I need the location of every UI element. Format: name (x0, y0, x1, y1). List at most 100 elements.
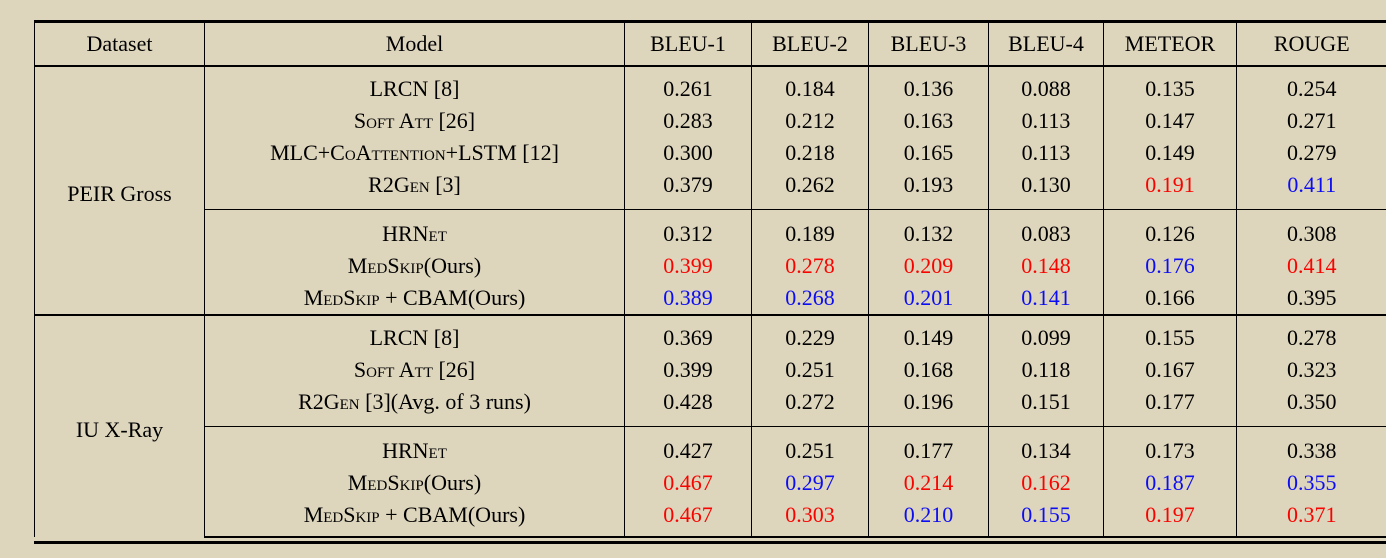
metric-value-cell: 0.155 (1103, 314, 1237, 354)
metric-value-cell: 0.218 (751, 137, 869, 169)
model-name-suffix: (Avg. of 3 runs) (390, 389, 531, 415)
table-row: MedSkip + CBAM(Ours) 0.467 0.303 0.210 0.155… (35, 499, 1386, 538)
table-row: IU X-Ray LRCN [8] 0.369 0.229 0.149 0.099 0.15… (34, 314, 1386, 537)
metric-value-cell: 0.126 (1103, 209, 1237, 250)
metric-value-cell: 0.308 (1236, 209, 1386, 250)
model-cell: HRNet (204, 209, 625, 250)
metric-value-cell: 0.303 (751, 499, 869, 538)
model-name: R2Gen [3] (298, 389, 391, 415)
metric-value-cell: 0.272 (751, 386, 869, 427)
model-cell: MedSkip + CBAM(Ours) (204, 282, 625, 315)
metric-value-cell: 0.176 (1103, 250, 1237, 282)
metric-value-cell: 0.201 (868, 282, 989, 315)
metric-value-cell: 0.414 (1236, 250, 1386, 282)
metric-value-cell: 0.214 (868, 467, 989, 499)
metric-value-cell: 0.399 (624, 250, 752, 282)
metric-value-cell: 0.411 (1236, 169, 1386, 210)
metric-value-cell: 0.189 (751, 209, 869, 250)
table-row: R2Gen [3](Avg. of 3 runs) 0.428 0.272 0.196… (35, 386, 1386, 427)
metric-value-cell: 0.467 (624, 499, 752, 538)
metric-value-cell: 0.135 (1103, 66, 1237, 105)
metric-value-cell: 0.278 (1236, 314, 1386, 354)
metric-value-cell: 0.197 (1103, 499, 1237, 538)
model-name-suffix: (Ours) (467, 285, 526, 311)
model-cell: Soft Att [26] (204, 105, 625, 137)
metric-value-cell: 0.212 (751, 105, 869, 137)
table-row: HRNet 0.312 0.189 0.132 0.083 0.126 0.308 (35, 209, 1386, 250)
col-header-meteor: METEOR (1103, 21, 1237, 67)
model-cell: MLC+CoAttention+LSTM [12] (204, 137, 625, 169)
model-name-suffix: (Ours) (423, 253, 482, 279)
metric-value-cell: 0.350 (1236, 386, 1386, 427)
dataset-cell-peir-gross: PEIR Gross (34, 66, 205, 315)
table-row: MedSkip + CBAM(Ours) 0.389 0.268 0.201 0.141… (35, 282, 1386, 315)
table-row: MedSkip(Ours) 0.399 0.278 0.209 0.148 0.176 0.… (35, 250, 1386, 282)
metric-value-cell: 0.261 (624, 66, 752, 105)
metric-value-cell: 0.184 (751, 66, 869, 105)
model-cell: MedSkip(Ours) (204, 250, 625, 282)
metric-value-cell: 0.113 (988, 137, 1104, 169)
header-row: Dataset Model BLEU-1 BLEU-2 BLEU-3 BLEU-4 METE… (34, 21, 1386, 67)
metric-value-cell: 0.297 (751, 467, 869, 499)
model-cell: R2Gen [3](Avg. of 3 runs) (204, 386, 625, 427)
metric-value-cell: 0.210 (868, 499, 989, 538)
metric-value-cell: 0.191 (1103, 169, 1237, 210)
metric-value-cell: 0.155 (988, 499, 1104, 538)
results-table: Dataset Model BLEU-1 BLEU-2 BLEU-3 BLEU-4 METE… (34, 20, 1386, 538)
col-header-dataset: Dataset (34, 21, 205, 67)
metric-value-cell: 0.467 (624, 467, 752, 499)
model-name: LRCN [8] (369, 325, 460, 351)
metric-value-cell: 0.254 (1236, 66, 1386, 105)
metric-value-cell: 0.193 (868, 169, 989, 210)
metric-value-cell: 0.268 (751, 282, 869, 315)
col-header-bleu-4: BLEU-4 (988, 21, 1104, 67)
metric-value-cell: 0.163 (868, 105, 989, 137)
model-name: HRNet (382, 438, 447, 464)
col-header-model: Model (204, 21, 625, 67)
model-name: R2Gen [3] (368, 172, 461, 198)
metric-value-cell: 0.162 (988, 467, 1104, 499)
table-body: PEIR Gross LRCN [8] 0.261 0.184 0.136 0.088 0.… (34, 66, 1386, 538)
metric-value-cell: 0.262 (751, 169, 869, 210)
metric-value-cell: 0.088 (988, 66, 1104, 105)
model-cell: LRCN [8] (204, 314, 625, 354)
col-header-bleu-2: BLEU-2 (751, 21, 869, 67)
table-row: MLC+CoAttention+LSTM [12] 0.300 0.218 0.165… (35, 137, 1386, 169)
model-name: MedSkip (347, 253, 424, 279)
metric-value-cell: 0.136 (868, 66, 989, 105)
metric-value-cell: 0.132 (868, 209, 989, 250)
metric-value-cell: 0.151 (988, 386, 1104, 427)
metric-value-cell: 0.147 (1103, 105, 1237, 137)
model-cell: LRCN [8] (204, 66, 625, 105)
bottom-double-rule (34, 540, 1386, 544)
model-name: Soft Att [26] (353, 108, 476, 134)
metric-value-cell: 0.229 (751, 314, 869, 354)
metric-value-cell: 0.168 (868, 354, 989, 386)
table-row: MedSkip(Ours) 0.467 0.297 0.214 0.162 0.187 0.… (35, 467, 1386, 499)
metric-value-cell: 0.300 (624, 137, 752, 169)
metric-value-cell: 0.428 (624, 386, 752, 427)
metric-value-cell: 0.173 (1103, 426, 1237, 467)
metric-value-cell: 0.283 (624, 105, 752, 137)
model-name: LRCN [8] (369, 76, 460, 102)
metric-value-cell: 0.177 (1103, 386, 1237, 427)
model-name: Soft Att [26] (353, 357, 476, 383)
metric-value-cell: 0.427 (624, 426, 752, 467)
table-row: R2Gen [3] 0.379 0.262 0.193 0.130 0.191 0.411 (35, 169, 1386, 210)
metric-value-cell: 0.177 (868, 426, 989, 467)
metric-value-cell: 0.149 (868, 314, 989, 354)
col-header-bleu-3: BLEU-3 (868, 21, 989, 67)
metric-value-cell: 0.279 (1236, 137, 1386, 169)
col-header-bleu-1: BLEU-1 (624, 21, 752, 67)
dataset-cell-iu-x-ray: IU X-Ray (34, 314, 205, 537)
metric-value-cell: 0.141 (988, 282, 1104, 315)
metric-value-cell: 0.251 (751, 426, 869, 467)
metric-value-cell: 0.149 (1103, 137, 1237, 169)
model-name: MedSkip + CBAM (303, 285, 468, 311)
table-row: Soft Att [26] 0.399 0.251 0.168 0.118 0.167 0.… (35, 354, 1386, 386)
metric-value-cell: 0.196 (868, 386, 989, 427)
model-name: MedSkip (347, 470, 424, 496)
results-table-wrap: Dataset Model BLEU-1 BLEU-2 BLEU-3 BLEU-4 METE… (34, 20, 1386, 544)
metric-value-cell: 0.099 (988, 314, 1104, 354)
metric-value-cell: 0.083 (988, 209, 1104, 250)
